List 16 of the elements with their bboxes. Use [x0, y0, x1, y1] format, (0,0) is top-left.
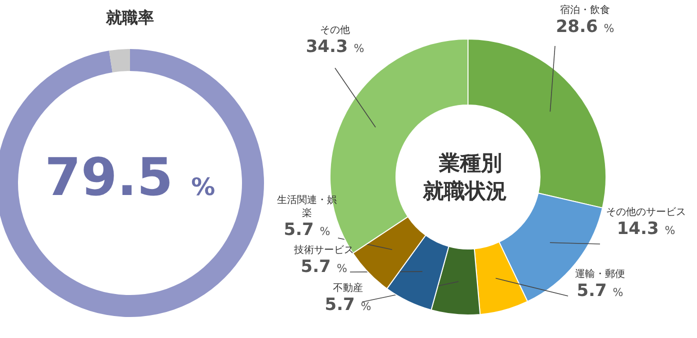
- data-label: 5.7 %: [576, 281, 624, 301]
- chart-title: 就職率: [104, 8, 155, 28]
- data-label: 5.7 %: [324, 295, 372, 315]
- data-label: 5.7 %: [300, 257, 348, 277]
- data-label: 14.3 %: [616, 219, 676, 239]
- data-label: 5.7 %: [284, 220, 330, 240]
- data-label: 28.6 %: [556, 17, 614, 37]
- slice-label: その他のサービス: [605, 206, 687, 219]
- text: 業種別就職状況: [422, 150, 508, 205]
- slice-label: 不動産: [332, 282, 364, 295]
- slice-label: その他: [319, 24, 351, 37]
- text: 79.5 %: [44, 148, 216, 208]
- slice-label: 運輸・郵便: [574, 268, 626, 281]
- slice-label: 宿泊・飲食: [559, 4, 611, 17]
- slice-label: 技術サービス: [293, 244, 355, 257]
- data-label: 34.3 %: [306, 37, 364, 57]
